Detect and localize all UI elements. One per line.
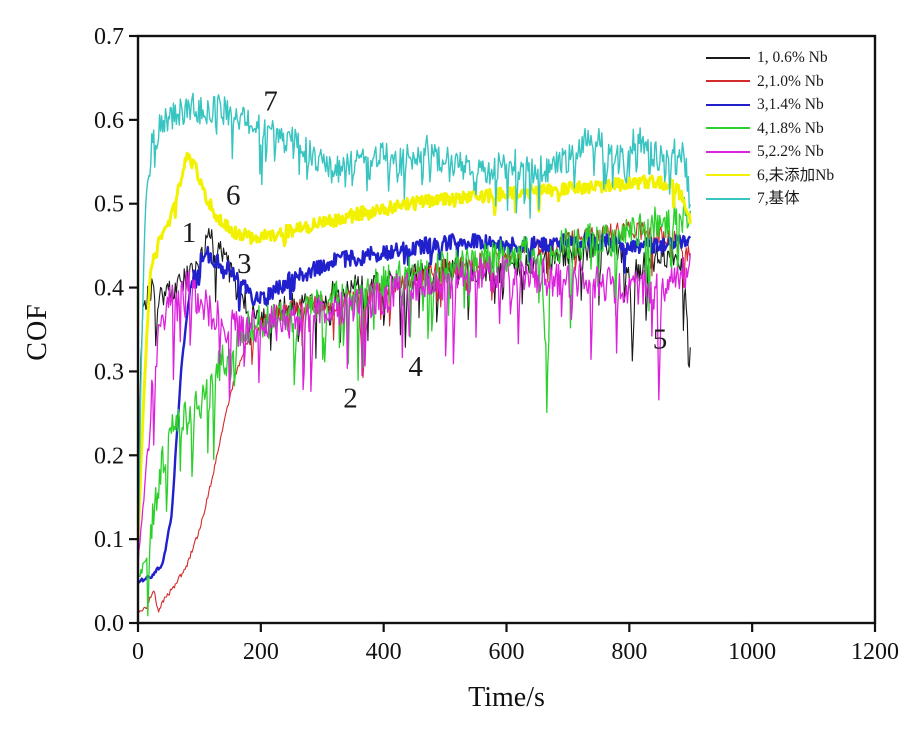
legend-line-sample bbox=[706, 174, 750, 177]
legend-line-sample bbox=[706, 197, 750, 200]
y-tick-label: 0.4 bbox=[94, 276, 124, 302]
y-tick-label: 0.6 bbox=[94, 108, 124, 134]
legend-item-label: 7,基体 bbox=[757, 190, 800, 207]
y-tick-label: 0.1 bbox=[94, 527, 124, 553]
legend-item-label: 6,未添加Nb bbox=[757, 166, 835, 184]
legend-line-sample bbox=[706, 103, 750, 106]
data-series-line bbox=[138, 197, 691, 617]
x-tick-label: 1000 bbox=[728, 639, 776, 665]
y-tick-label: 0.2 bbox=[94, 443, 124, 469]
legend: 1, 0.6% Nb 2,1.0% Nb 3,1.4% Nb 4,1.8% Nb… bbox=[706, 46, 834, 211]
legend-item: 4,1.8% Nb bbox=[706, 117, 834, 141]
legend-item-label: 4,1.8% Nb bbox=[757, 119, 824, 137]
x-tick-label: 400 bbox=[366, 639, 402, 665]
annotation-label: 1 bbox=[182, 217, 197, 249]
annotation-label: 4 bbox=[408, 351, 423, 383]
y-tick-label: 0.3 bbox=[94, 359, 124, 385]
annotation-label: 2 bbox=[343, 382, 358, 414]
legend-item: 3,1.4% Nb bbox=[706, 93, 834, 117]
x-tick-label: 800 bbox=[611, 639, 647, 665]
legend-line-sample bbox=[706, 150, 750, 153]
data-series-line bbox=[138, 92, 691, 562]
x-tick-label: 0 bbox=[132, 639, 144, 665]
data-series-line bbox=[138, 151, 692, 541]
annotation-label: 7 bbox=[263, 85, 278, 117]
legend-item: 2,1.0% Nb bbox=[706, 70, 834, 94]
x-tick-label: 200 bbox=[243, 639, 279, 665]
annotation-label: 3 bbox=[237, 248, 252, 280]
legend-item: 7,基体 bbox=[706, 187, 834, 211]
y-tick-label: 0.7 bbox=[94, 24, 124, 50]
annotation-label: 6 bbox=[226, 179, 241, 211]
x-tick-label: 600 bbox=[489, 639, 525, 665]
x-tick-label: 1200 bbox=[851, 639, 899, 665]
x-axis-label: Time/s bbox=[468, 682, 545, 713]
y-tick-label: 0.0 bbox=[94, 611, 124, 637]
legend-line-sample bbox=[706, 80, 750, 83]
y-tick-label: 0.5 bbox=[94, 192, 124, 218]
legend-line-sample bbox=[706, 127, 750, 130]
legend-item: 5,2.2% Nb bbox=[706, 140, 834, 164]
annotation-label: 5 bbox=[653, 324, 668, 356]
data-series-line bbox=[138, 232, 692, 584]
legend-item-label: 3,1.4% Nb bbox=[757, 96, 824, 113]
legend-item-label: 2,1.0% Nb bbox=[757, 72, 824, 90]
y-axis-label: COF bbox=[22, 303, 53, 361]
legend-item-label: 1, 0.6% Nb bbox=[757, 49, 828, 66]
legend-item: 1, 0.6% Nb bbox=[706, 46, 834, 70]
legend-item-label: 5,2.2% Nb bbox=[757, 143, 824, 160]
series-group bbox=[138, 92, 692, 617]
legend-item: 6,未添加Nb bbox=[706, 164, 834, 188]
data-series-line bbox=[138, 253, 691, 568]
legend-line-sample bbox=[706, 56, 750, 59]
